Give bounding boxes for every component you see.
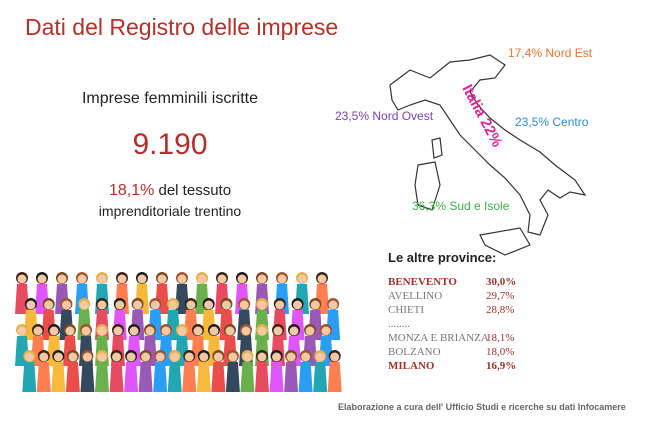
person: [182, 350, 197, 392]
province-row: ........: [388, 318, 489, 332]
province-value: 16,9%: [486, 360, 517, 372]
person: [225, 350, 240, 392]
province-name: BOLZANO: [388, 346, 441, 358]
province-value: 18,0%: [486, 346, 515, 358]
province-name: AVELLINO: [388, 290, 443, 302]
person: [22, 350, 37, 392]
person: [269, 350, 284, 392]
person: [215, 272, 229, 314]
province-value: 18,1%: [486, 332, 515, 344]
person: [95, 350, 109, 392]
person: [313, 350, 328, 392]
share-line: 18,1% del tessuto: [40, 182, 300, 200]
person: [109, 350, 124, 392]
crowd-illustration: [15, 272, 342, 392]
person: [240, 350, 255, 392]
province-row: BENEVENTO 30,0%: [388, 276, 516, 290]
province-row: CHIETI 28,8%: [388, 304, 514, 318]
italy-map: [389, 54, 587, 256]
person: [148, 298, 163, 340]
headline: Imprese femminili iscritte: [81, 90, 259, 107]
person: [80, 350, 95, 392]
province-name: CHIETI: [388, 304, 425, 316]
person: [255, 350, 269, 392]
corsica: [431, 137, 443, 159]
province-name: BENEVENTO: [388, 276, 457, 288]
provinces-table: BENEVENTO 30,0% AVELLINO 29,7% CHIETI 28,8%..…: [388, 276, 516, 374]
person: [284, 350, 299, 392]
footer: Elaborazione a cura dell' Ufficio Studi …: [338, 402, 626, 412]
person: [167, 350, 182, 392]
region-label: 23,5% Nord Ovest: [335, 109, 434, 123]
region-label: 17,4% Nord Est: [508, 46, 593, 60]
region-label: 36,3% Sud e Isole: [412, 199, 510, 213]
sardinia: [414, 161, 441, 211]
person: [15, 324, 29, 366]
province-value: 29,7%: [486, 290, 515, 302]
province-row: MONZA E BRIANZA 18,1%: [388, 332, 514, 346]
person: [201, 298, 216, 340]
province-value: 30,0%: [486, 276, 517, 288]
person: [211, 350, 226, 392]
sicily: [479, 227, 531, 256]
share-text: imprenditoriale trentino: [98, 203, 242, 219]
region-label: 23,5% Centro: [515, 115, 589, 129]
count: 9.190: [132, 128, 208, 161]
province-row: BOLZANO 18,0%: [388, 346, 514, 360]
share-value: 18,1%: [108, 182, 155, 199]
provinces-title: Le altre province:: [388, 250, 497, 265]
person: [36, 350, 51, 392]
share-text: del tessuto: [158, 182, 232, 199]
mainland: [389, 54, 587, 236]
province-row: MILANO 16,9%: [388, 360, 516, 374]
person: [143, 324, 157, 366]
person: [138, 350, 153, 392]
province-row: AVELLINO 29,7%: [388, 290, 514, 304]
province-name: ........: [388, 318, 410, 330]
province-name: MILANO: [388, 360, 435, 372]
person: [327, 350, 342, 392]
person: [51, 350, 66, 392]
title: Dati del Registro delle imprese: [25, 14, 339, 40]
person: [290, 298, 305, 340]
person: [65, 350, 80, 392]
person: [219, 298, 234, 340]
person: [124, 350, 139, 392]
province-value: 28,8%: [486, 304, 515, 316]
person: [153, 350, 168, 392]
person: [196, 350, 211, 392]
person: [298, 350, 313, 392]
province-name: MONZA E BRIANZA: [388, 332, 489, 344]
